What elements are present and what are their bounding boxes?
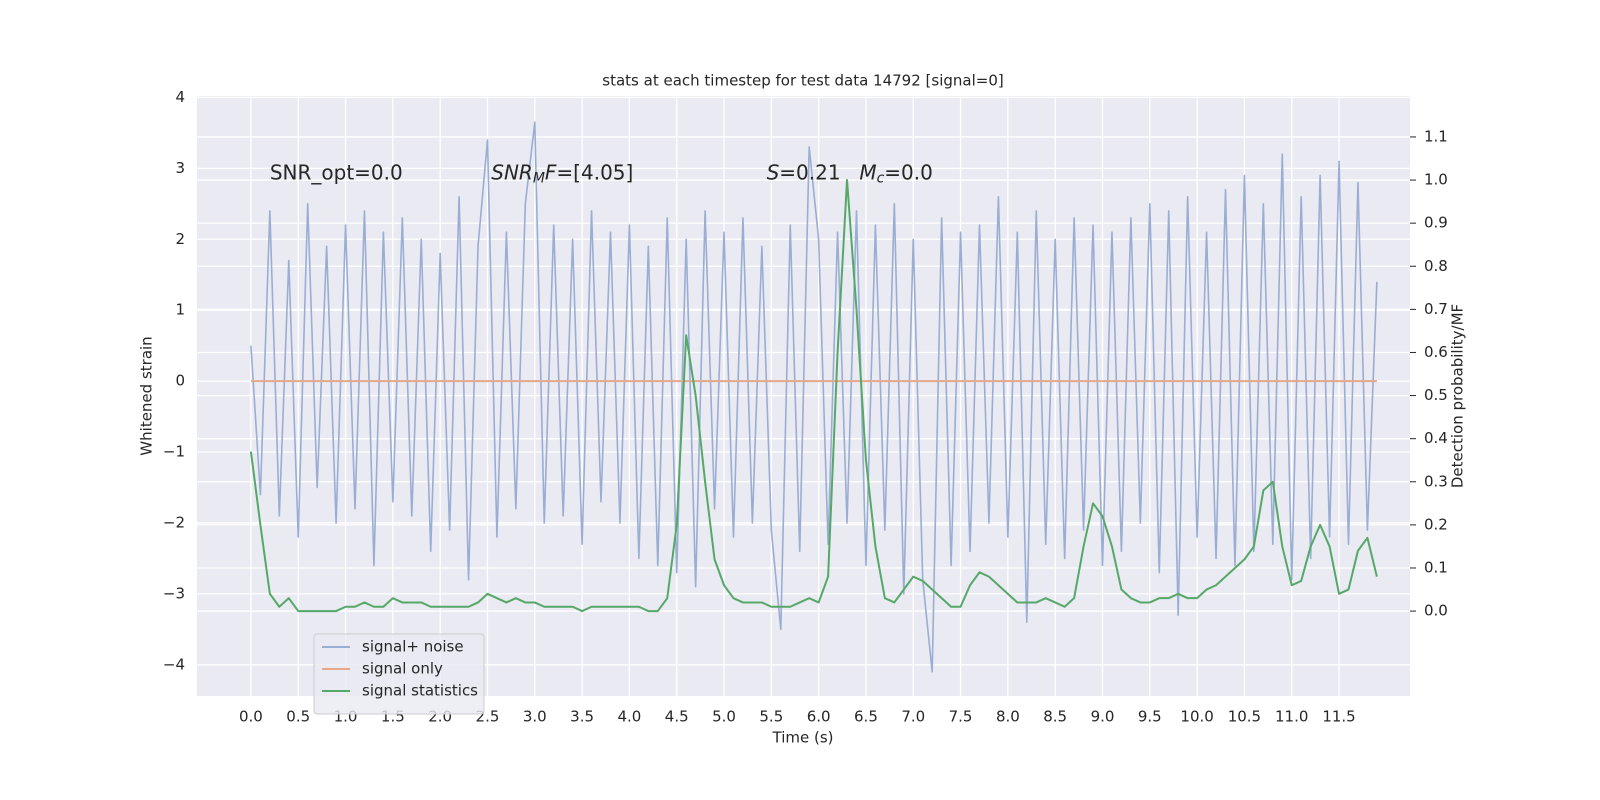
annotation: S=0.21 bbox=[767, 160, 841, 184]
x-tick-label: 0.5 bbox=[286, 708, 310, 726]
x-tick-label: 4.5 bbox=[665, 708, 689, 726]
x-tick-label: 5.0 bbox=[712, 708, 736, 726]
x-tick-label: 9.0 bbox=[1091, 708, 1115, 726]
annotation: Mc=0.0 bbox=[859, 160, 933, 187]
x-tick-label: 7.0 bbox=[901, 708, 925, 726]
series-line bbox=[250, 121, 1378, 673]
y2-axis-label: Detection probability/MF bbox=[1449, 304, 1467, 488]
annotation-part: =[4.05] bbox=[556, 160, 633, 184]
y-tick-label: 4 bbox=[175, 88, 185, 106]
x-tick-label: 0.0 bbox=[239, 708, 263, 726]
y2-tick-label: 0.4 bbox=[1424, 429, 1448, 447]
annotation: SNRMF=[4.05] bbox=[491, 160, 633, 187]
annotation-part: =0.21 bbox=[779, 160, 840, 184]
y2-tick-label: 0.5 bbox=[1424, 386, 1448, 404]
x-tick-label: 8.5 bbox=[1043, 708, 1067, 726]
x-tick-label: 11.0 bbox=[1275, 708, 1308, 726]
x-tick-label: 9.5 bbox=[1138, 708, 1162, 726]
annotation-part: M bbox=[533, 170, 545, 186]
y-tick-label: 3 bbox=[175, 159, 185, 177]
y-tick-label: 0 bbox=[175, 372, 185, 390]
chart-title: stats at each timestep for test data 147… bbox=[602, 72, 1003, 90]
y-tick-label: −2 bbox=[163, 513, 185, 531]
x-tick-label: 10.5 bbox=[1228, 708, 1261, 726]
y-axis-label: Whitened strain bbox=[138, 336, 156, 455]
annotation-part: M bbox=[859, 160, 876, 184]
y2-tick-label: 1.0 bbox=[1424, 171, 1448, 189]
annotation-part: S bbox=[767, 160, 780, 184]
x-tick-label: 8.0 bbox=[996, 708, 1020, 726]
annotation-part: SNR_opt=0.0 bbox=[270, 160, 403, 184]
y-tick-label: 1 bbox=[175, 301, 185, 319]
annotation-part: =0.0 bbox=[884, 160, 933, 184]
x-tick-label: 10.0 bbox=[1180, 708, 1213, 726]
y-tick-label: −1 bbox=[163, 443, 185, 461]
x-tick-label: 7.5 bbox=[949, 708, 973, 726]
y2-tick-label: 0.3 bbox=[1424, 472, 1448, 490]
y2-tick-label: 0.8 bbox=[1424, 257, 1448, 275]
y2-tick-label: 0.9 bbox=[1424, 214, 1448, 232]
x-tick-label: 4.0 bbox=[617, 708, 641, 726]
y2-tick-label: 0.0 bbox=[1424, 602, 1448, 620]
annotation-part: SNR bbox=[491, 160, 533, 184]
series-line bbox=[249, 179, 1378, 613]
x-tick-label: 6.0 bbox=[807, 708, 831, 726]
annotation: SNR_opt=0.0 bbox=[270, 160, 403, 184]
y-tick-label: 2 bbox=[175, 230, 185, 248]
y-tick-label: −3 bbox=[163, 584, 185, 602]
x-axis-label: Time (s) bbox=[772, 729, 834, 747]
y2-tick-label: 0.6 bbox=[1424, 343, 1448, 361]
legend-label: signal+ noise bbox=[362, 638, 464, 656]
annotation-part: c bbox=[877, 170, 885, 186]
x-tick-label: 3.0 bbox=[523, 708, 547, 726]
legend-label: signal statistics bbox=[362, 682, 478, 700]
y2-tick-label: 0.1 bbox=[1424, 558, 1448, 576]
y2-tick-label: 1.1 bbox=[1424, 127, 1448, 145]
x-tick-label: 3.5 bbox=[570, 708, 594, 726]
x-tick-label: 5.5 bbox=[759, 708, 783, 726]
y2-tick-label: 0.7 bbox=[1424, 300, 1448, 318]
y-tick-label: −4 bbox=[163, 655, 185, 673]
y2-tick-label: 0.2 bbox=[1424, 515, 1448, 533]
legend-box bbox=[313, 633, 485, 715]
annotation-part: F bbox=[545, 160, 557, 184]
x-tick-label: 6.5 bbox=[854, 708, 878, 726]
legend-label: signal only bbox=[362, 660, 443, 678]
x-tick-label: 11.5 bbox=[1322, 708, 1355, 726]
